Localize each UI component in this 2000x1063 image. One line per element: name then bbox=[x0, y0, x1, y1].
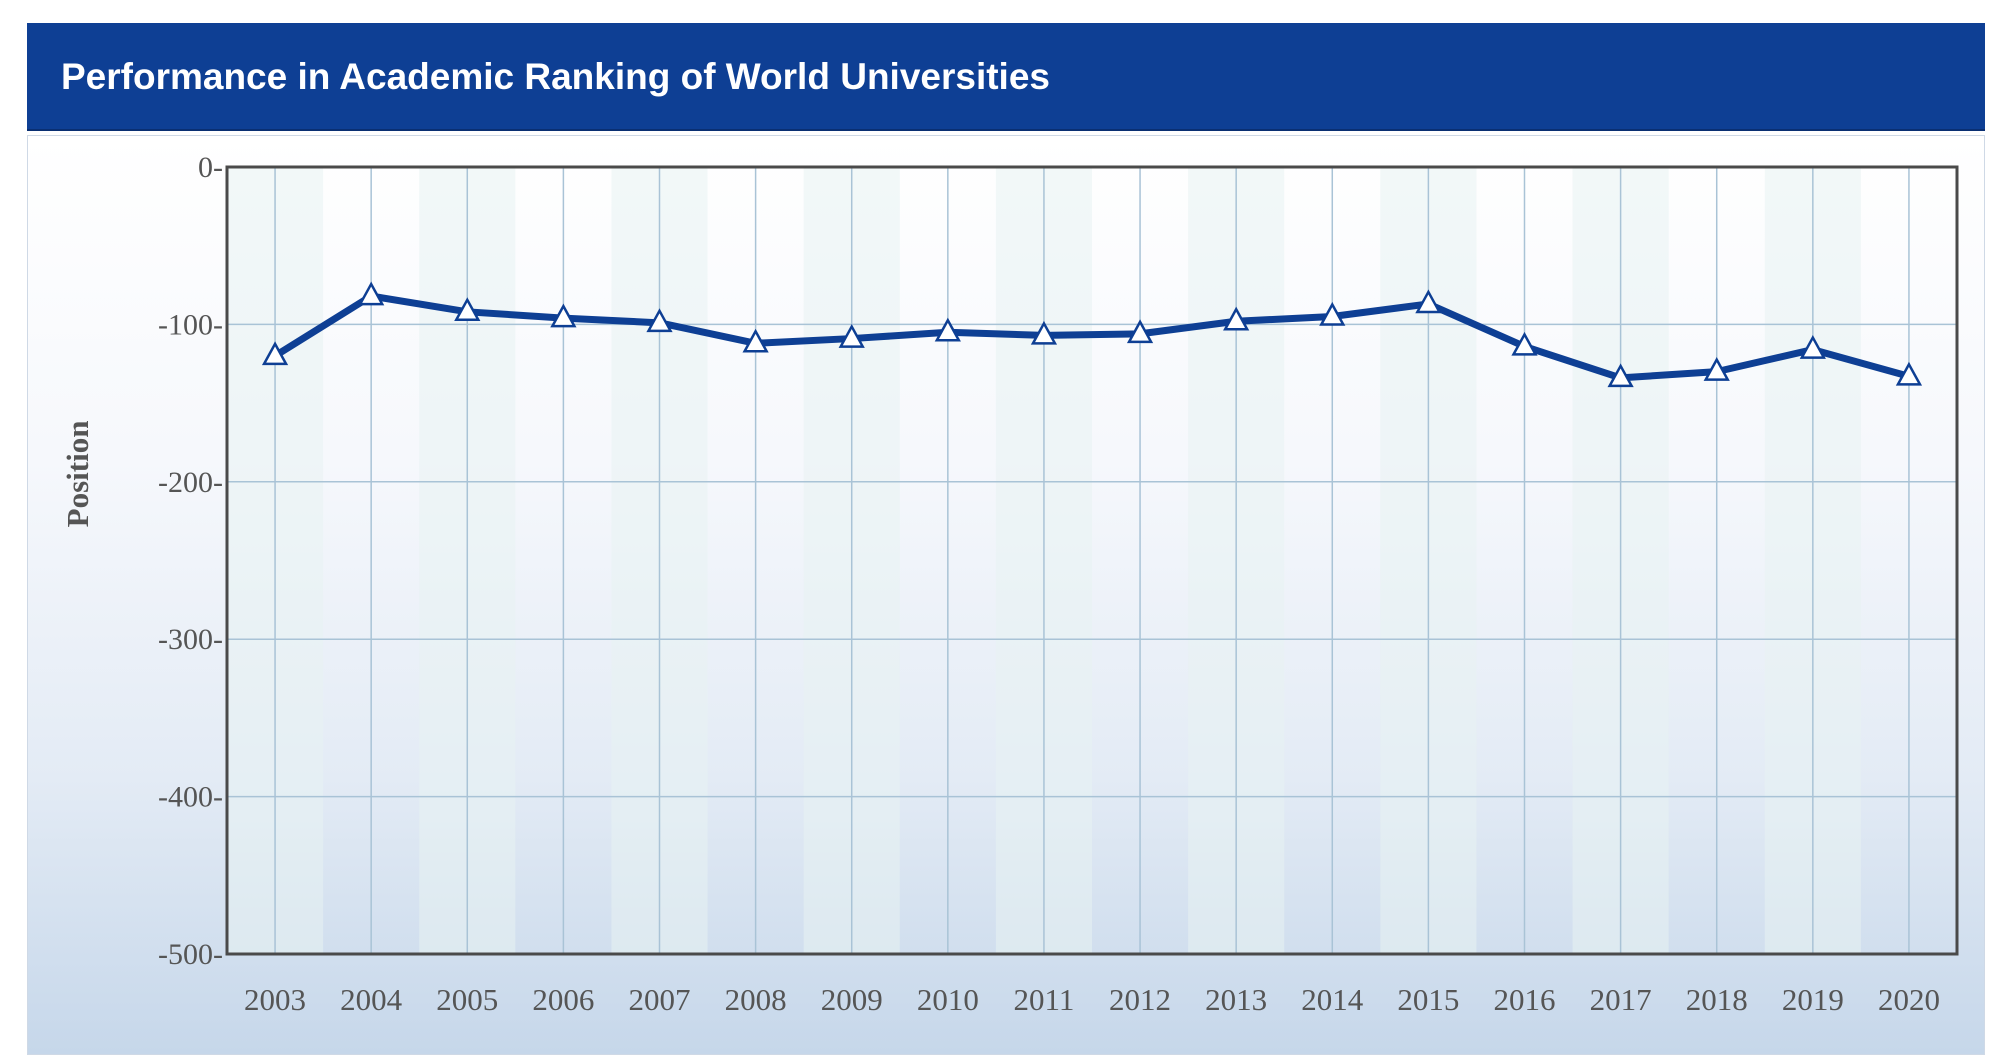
x-tick-label: 2012 bbox=[1109, 982, 1171, 1017]
x-tick-label: 2009 bbox=[821, 982, 883, 1017]
y-tick-label: -300- bbox=[158, 623, 223, 656]
y-tick-label: -400- bbox=[158, 781, 223, 814]
data-point-marker bbox=[646, 308, 673, 333]
y-tick-label: 0- bbox=[198, 151, 223, 184]
x-tick-label: 2018 bbox=[1686, 982, 1748, 1017]
y-tick-label: -500- bbox=[158, 938, 223, 971]
data-point-marker bbox=[1703, 357, 1730, 381]
chart-panel: 0- -100- -200- -300- -400- -500- 2003 2004 2005… bbox=[27, 135, 1985, 1055]
x-tick-label: 2011 bbox=[1014, 982, 1075, 1017]
data-point-marker bbox=[1223, 306, 1250, 331]
x-tick-label: 2010 bbox=[917, 982, 979, 1017]
data-point-marker bbox=[261, 341, 289, 366]
x-tick-label: 2014 bbox=[1301, 982, 1364, 1017]
y-tick-label: -200- bbox=[158, 466, 223, 499]
data-point-marker bbox=[934, 317, 961, 342]
x-tick-label: 2004 bbox=[340, 982, 403, 1017]
data-point-marker bbox=[742, 328, 769, 353]
x-tick-label: 2007 bbox=[629, 982, 691, 1017]
data-point-marker bbox=[454, 297, 481, 322]
chart-title: Performance in Academic Ranking of World… bbox=[61, 56, 1050, 97]
x-tick-label: 2008 bbox=[725, 982, 787, 1017]
chart-header: Performance in Academic Ranking of World… bbox=[27, 23, 1985, 131]
data-point-marker bbox=[1126, 319, 1154, 344]
y-tick-label: -100- bbox=[158, 308, 223, 341]
x-tick-label: 2016 bbox=[1494, 982, 1556, 1017]
series-line bbox=[271, 292, 1913, 382]
data-point-marker bbox=[550, 303, 577, 328]
data-point-marker bbox=[1319, 301, 1346, 326]
x-tick-label: 2013 bbox=[1205, 982, 1267, 1017]
data-point-marker bbox=[1030, 320, 1058, 345]
x-tick-label: 2019 bbox=[1782, 982, 1844, 1017]
x-tick-label: 2005 bbox=[436, 982, 498, 1017]
data-point-marker bbox=[1799, 334, 1826, 359]
x-tick-label: 2003 bbox=[244, 982, 306, 1017]
line-chart: 0- -100- -200- -300- -400- -500- 2003 2004 2005… bbox=[60, 151, 1959, 1017]
data-point-marker bbox=[1511, 331, 1538, 356]
data-point-marker bbox=[1895, 361, 1923, 386]
plot-area-frame bbox=[225, 165, 1959, 956]
x-tick-label: 2020 bbox=[1878, 982, 1940, 1017]
x-tick-label: 2017 bbox=[1590, 982, 1652, 1017]
y-axis-label: Position bbox=[60, 421, 95, 528]
data-point-marker bbox=[838, 323, 865, 348]
data-point-marker bbox=[358, 281, 385, 306]
data-point-marker bbox=[1607, 363, 1634, 388]
x-tick-label: 2015 bbox=[1397, 982, 1459, 1017]
x-tick-label: 2006 bbox=[532, 982, 594, 1017]
data-point-marker bbox=[1415, 289, 1442, 314]
